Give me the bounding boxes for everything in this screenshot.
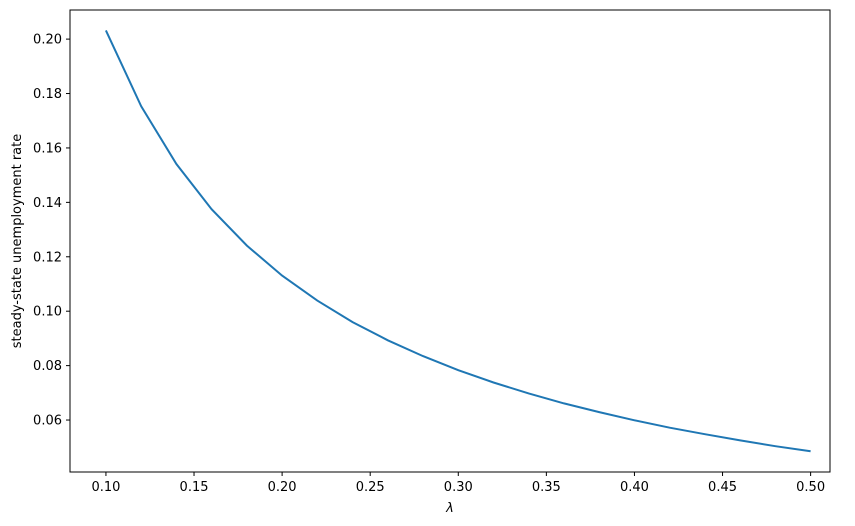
y-tick-label: 0.18 (33, 87, 62, 102)
y-tick-label: 0.10 (33, 305, 62, 320)
x-tick-label: 0.15 (180, 480, 209, 495)
x-axis-label: λ (445, 501, 454, 516)
x-tick-label: 0.35 (532, 480, 561, 495)
series-line (104, 29, 811, 453)
y-tick-label: 0.12 (33, 250, 62, 265)
x-tick-label: 0.30 (444, 480, 473, 495)
axes-frame (69, 9, 831, 473)
y-tick-label: 0.14 (33, 196, 62, 211)
y-axis-label: steady-state unemployment rate (10, 134, 25, 349)
x-tick-label: 0.45 (708, 480, 737, 495)
y-tick-label: 0.06 (33, 414, 62, 429)
y-tick-label: 0.16 (33, 141, 62, 156)
x-tick-label: 0.50 (796, 480, 825, 495)
x-tick-label: 0.40 (620, 480, 649, 495)
y-tick-label: 0.08 (33, 359, 62, 374)
x-tick-label: 0.25 (356, 480, 385, 495)
y-tick-label: 0.20 (33, 33, 62, 48)
x-tick-label: 0.10 (91, 480, 120, 495)
x-tick-label: 0.20 (268, 480, 297, 495)
